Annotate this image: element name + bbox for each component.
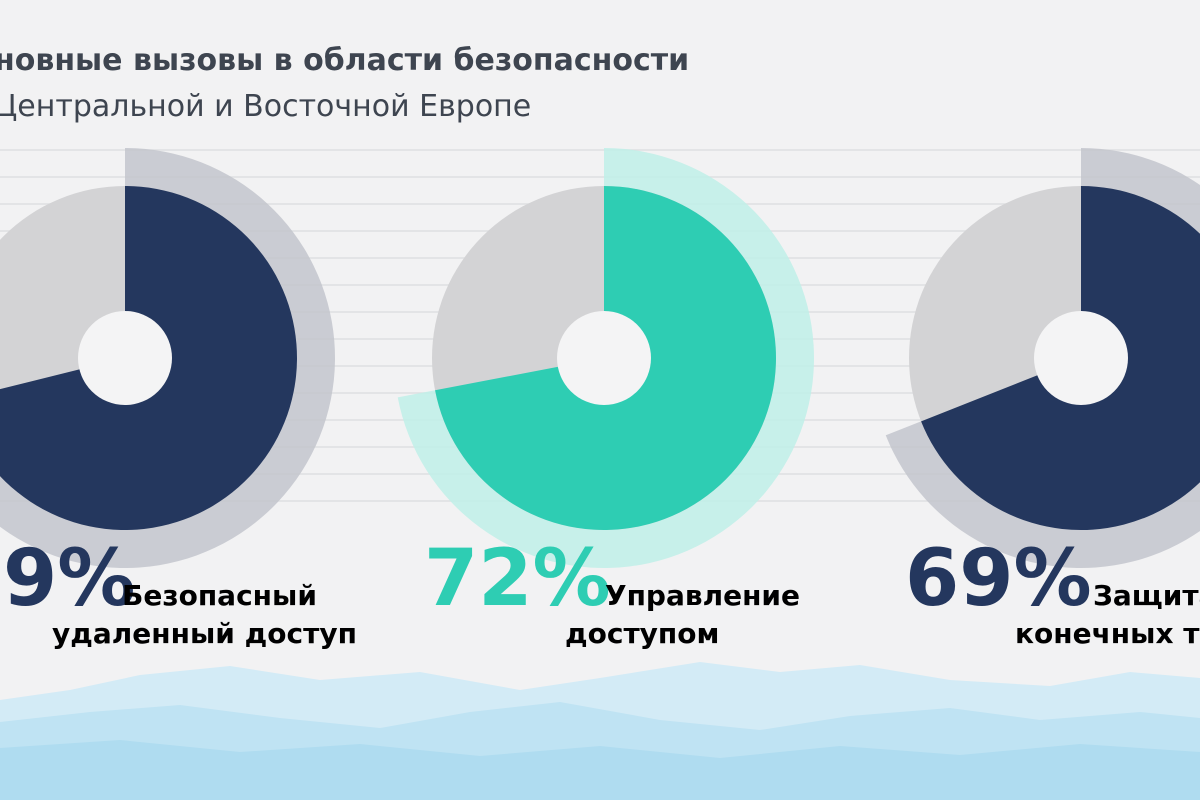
value-segment — [921, 186, 1200, 530]
wave-decoration — [0, 662, 1200, 800]
title-line-1: новные вызовы в области безопасности — [0, 43, 690, 78]
percentage-labels: 9% 72% 69% — [3, 534, 1092, 624]
caption-access-management: Управление доступом — [565, 577, 800, 653]
caption-line-2: удаленный доступ — [52, 617, 357, 650]
wave-front — [0, 740, 1200, 800]
chart-title: новные вызовы в области безопасности Цен… — [0, 38, 689, 130]
caption-remote-access: Безопасный удаленный доступ — [52, 577, 357, 653]
donut-charts — [0, 148, 1200, 569]
donut-hole — [1034, 311, 1128, 405]
caption-line-2: конечных т — [1015, 617, 1200, 650]
caption-endpoint-protection: Защита конечных т — [1015, 577, 1200, 653]
caption-line-1: Защита — [1093, 579, 1200, 612]
percentage-value: 9% — [3, 534, 135, 624]
caption-line-2: доступом — [565, 617, 720, 650]
percentage-value: 69% — [905, 534, 1092, 624]
donut-hole — [78, 311, 172, 405]
value-ring — [0, 148, 335, 568]
caption-line-1: Управление — [605, 579, 801, 612]
percentage-value: 72% — [424, 534, 611, 624]
donut-hole — [557, 311, 651, 405]
caption-line-1: Безопасный — [122, 579, 317, 612]
value-ring — [885, 148, 1200, 568]
title-line-2: Центральной и Восточной Европе — [0, 89, 532, 124]
